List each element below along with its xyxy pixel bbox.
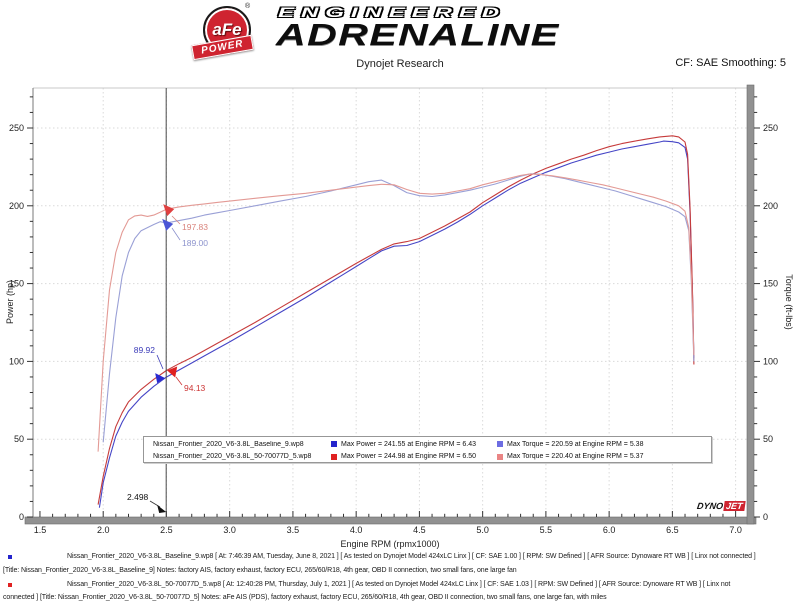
legend-file-name: Nissan_Frontier_2020_V6-3.8L_Baseline_9.… bbox=[153, 440, 304, 448]
axis-titles: Power (hp) Torque (ft-lbs) Engine RPM (rpm… bbox=[5, 274, 794, 549]
svg-text:2.0: 2.0 bbox=[97, 525, 110, 535]
cursor-rpm-label: 2.498 bbox=[127, 492, 149, 502]
dynojet-watermark: DYNO JET bbox=[696, 501, 746, 511]
cursor-marker-icon bbox=[162, 218, 174, 231]
run-info-line: connected ] [Title: Nissan_Frontier_2020… bbox=[3, 594, 607, 601]
cursor-value-label: 189.00 bbox=[182, 238, 208, 248]
svg-text:50: 50 bbox=[763, 434, 773, 444]
run-bullet-icon bbox=[8, 555, 12, 559]
dyno-chart: 1.5 2.0 2.5 3.0 3.5 4.0 4.5 5.0 5.5 6.0 6.5 7.0 0 0 50… bbox=[5, 84, 794, 549]
smoothing-label: CF: SAE Smoothing: 5 bbox=[675, 57, 786, 69]
y-axis-label-right: Torque (ft-lbs) bbox=[784, 274, 794, 330]
cursor-value-label: 94.13 bbox=[184, 383, 206, 393]
chart-legend: Nissan_Frontier_2020_V6-3.8L_Baseline_9.… bbox=[143, 436, 712, 463]
series-torque_baseline bbox=[102, 173, 695, 443]
svg-text:4.0: 4.0 bbox=[350, 525, 363, 535]
dynojet-watermark-jet: JET bbox=[723, 501, 746, 511]
svg-text:200: 200 bbox=[9, 201, 24, 211]
legend-row: Nissan_Frontier_2020_V6-3.8L_Baseline_9.… bbox=[144, 439, 711, 450]
svg-text:6.5: 6.5 bbox=[666, 525, 679, 535]
svg-text:5.5: 5.5 bbox=[540, 525, 553, 535]
power-color-swatch bbox=[331, 453, 337, 460]
svg-text:6.0: 6.0 bbox=[603, 525, 616, 535]
power-color-swatch bbox=[331, 441, 337, 447]
legend-max-torque: Max Torque = 220.40 at Engine RPM = 5.37 bbox=[507, 453, 644, 460]
y-axis-label-left: Power (hp) bbox=[5, 280, 15, 324]
svg-text:150: 150 bbox=[763, 279, 778, 289]
cursor-marker-icon bbox=[155, 373, 166, 384]
torque-color-swatch bbox=[497, 441, 503, 447]
adrenaline-text: ADRENALINE bbox=[276, 17, 560, 52]
svg-text:100: 100 bbox=[763, 356, 778, 366]
svg-text:1.5: 1.5 bbox=[34, 525, 47, 535]
legend-max-torque: Max Torque = 220.59 at Engine RPM = 5.38 bbox=[507, 440, 644, 448]
svg-text:5.0: 5.0 bbox=[476, 525, 489, 535]
series-power_afe bbox=[97, 135, 695, 505]
axes-ticks bbox=[27, 96, 760, 518]
svg-text:0: 0 bbox=[763, 512, 768, 522]
svg-text:2.5: 2.5 bbox=[160, 525, 173, 535]
x-axis-label: Engine RPM (rpmx1000) bbox=[340, 539, 439, 549]
cursor-marker-icon bbox=[163, 204, 175, 217]
dynojet-watermark-dyno: DYNO bbox=[696, 501, 724, 511]
svg-text:4.5: 4.5 bbox=[413, 525, 426, 535]
run-info-line: [Title: Nissan_Frontier_2020_V6-3.8L_Bas… bbox=[3, 567, 517, 574]
cursor-value-label: 197.83 bbox=[182, 222, 208, 232]
legend-max-power: Max Power = 244.98 at Engine RPM = 6.50 bbox=[341, 453, 477, 460]
cursor-value-label: 89.92 bbox=[134, 345, 156, 355]
torque-color-swatch bbox=[497, 453, 503, 460]
svg-text:0: 0 bbox=[19, 512, 24, 522]
legend-max-power: Max Power = 241.55 at Engine RPM = 6.43 bbox=[341, 440, 477, 448]
svg-text:100: 100 bbox=[9, 356, 24, 366]
svg-text:7.0: 7.0 bbox=[729, 525, 742, 535]
run-info-line: Nissan_Frontier_2020_V6-3.8L_Baseline_9.… bbox=[67, 553, 756, 560]
tick-labels: 1.5 2.0 2.5 3.0 3.5 4.0 4.5 5.0 5.5 6.0 6.5 7.0 0 0 50… bbox=[9, 123, 778, 535]
cursor-marker-icon bbox=[167, 366, 178, 378]
svg-text:50: 50 bbox=[14, 434, 24, 444]
run-info-line: Nissan_Frontier_2020_V6-3.8L_50-70077D_5… bbox=[67, 581, 731, 588]
svg-text:250: 250 bbox=[763, 123, 778, 133]
svg-text:3.0: 3.0 bbox=[223, 525, 236, 535]
svg-text:250: 250 bbox=[9, 123, 24, 133]
afe-logo-text: aFe bbox=[212, 20, 242, 39]
engineered-text: ENGINEERED bbox=[278, 4, 507, 20]
svg-text:200: 200 bbox=[763, 201, 778, 211]
legend-file-name: Nissan_Frontier_2020_V6-3.8L_50-70077D_5… bbox=[153, 453, 312, 460]
series-torque_afe bbox=[97, 173, 695, 452]
registered-mark: ® bbox=[245, 3, 251, 10]
dynojet-research-label: Dynojet Research bbox=[356, 58, 444, 70]
legend-row: Nissan_Frontier_2020_V6-3.8L_50-70077D_5… bbox=[144, 451, 711, 462]
svg-text:3.5: 3.5 bbox=[287, 525, 300, 535]
svg-text:150: 150 bbox=[9, 279, 24, 289]
annotations: 197.83 189.00 89.92 94.13 bbox=[134, 204, 208, 393]
run-bullet-icon bbox=[8, 583, 12, 587]
